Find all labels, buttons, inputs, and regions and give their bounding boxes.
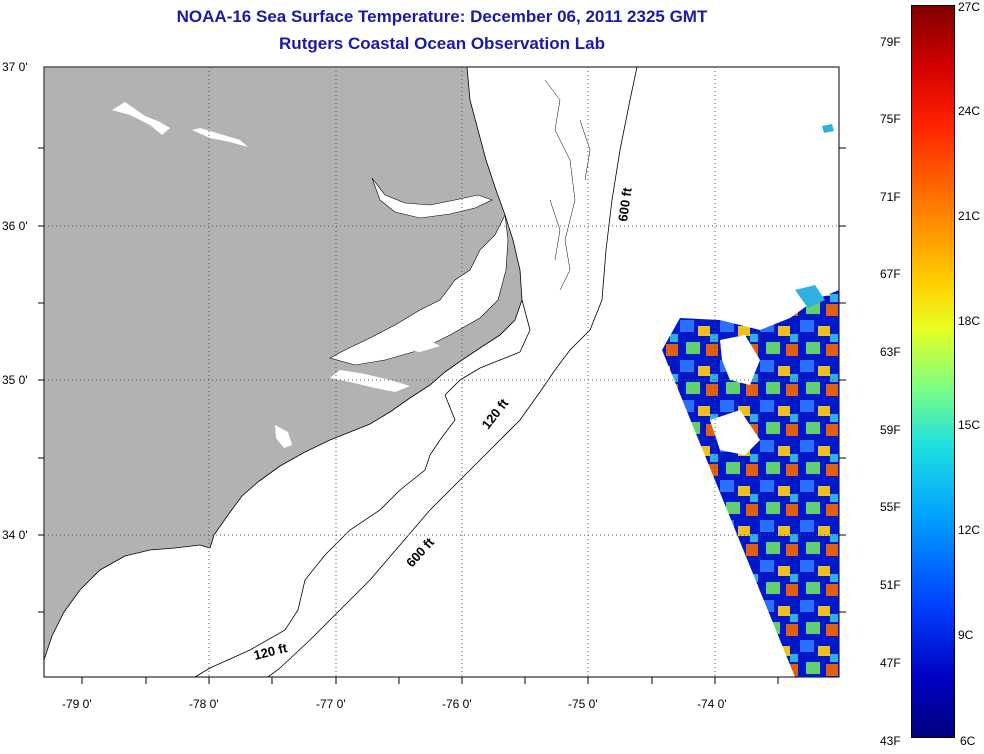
colorbar-f-label: 59F	[880, 423, 901, 437]
colorbar-c-label: 27C	[958, 0, 981, 14]
contour-600ft-north	[539, 67, 638, 393]
colorbar-c-label: 18C	[958, 314, 981, 328]
axis-ticks	[38, 147, 846, 684]
lon-label: -77 0'	[316, 697, 346, 711]
lat-label: 35 0'	[2, 373, 28, 387]
lat-label: 36 0'	[2, 219, 28, 233]
colorbar-f-label: 75F	[880, 112, 901, 126]
lat-label: 34 0'	[2, 528, 28, 542]
colorbar-f-label: 67F	[880, 267, 901, 281]
colorbar-c-label: 9C	[958, 628, 974, 642]
contour-label: 600 ft	[615, 186, 635, 222]
cloud-gap	[710, 410, 760, 455]
colorbar-c-label: 6C	[960, 734, 976, 748]
colorbar-c-label: 24C	[958, 104, 981, 118]
colorbar-f-label: 71F	[880, 190, 901, 204]
colorbar-f-label: 63F	[880, 345, 901, 359]
lat-label: 37 0'	[2, 60, 28, 74]
inland-lake	[112, 102, 170, 135]
contour-600ft-south	[267, 391, 541, 677]
colorbar-f-label: 55F	[880, 500, 901, 514]
river-estuary	[330, 370, 410, 392]
colorbar-c-label: 21C	[958, 209, 981, 223]
cloud-gap	[720, 335, 760, 385]
land-north-carolina	[44, 67, 523, 661]
pamlico-sound	[329, 213, 509, 366]
temperature-colorbar	[911, 5, 955, 738]
colorbar-f-label: 43F	[880, 734, 901, 748]
lon-label: -74 0'	[697, 697, 727, 711]
map-subtitle: Rutgers Coastal Ocean Observation Lab	[279, 34, 605, 53]
river-estuary	[400, 338, 440, 352]
graticule	[44, 67, 839, 677]
lon-label: -76 0'	[442, 697, 472, 711]
lon-label: -75 0'	[568, 697, 598, 711]
colorbar-c-label: 12C	[958, 523, 981, 537]
cloud-patch	[822, 124, 834, 133]
lon-label: -78 0'	[189, 697, 219, 711]
inland-lake	[192, 128, 248, 147]
contour-120ft	[194, 299, 531, 677]
map-title: NOAA-16 Sea Surface Temperature: Decembe…	[176, 7, 708, 26]
colorbar-c-label: 15C	[958, 418, 981, 432]
colorbar-f-label: 79F	[880, 35, 901, 49]
lon-label: -79 0'	[62, 697, 92, 711]
shelf-features	[544, 79, 591, 291]
river-estuary	[275, 425, 292, 448]
colorbar-f-label: 47F	[880, 656, 901, 670]
colorbar-f-label: 51F	[880, 578, 901, 592]
cloud-gap	[795, 285, 825, 308]
sst-swath	[662, 290, 839, 677]
